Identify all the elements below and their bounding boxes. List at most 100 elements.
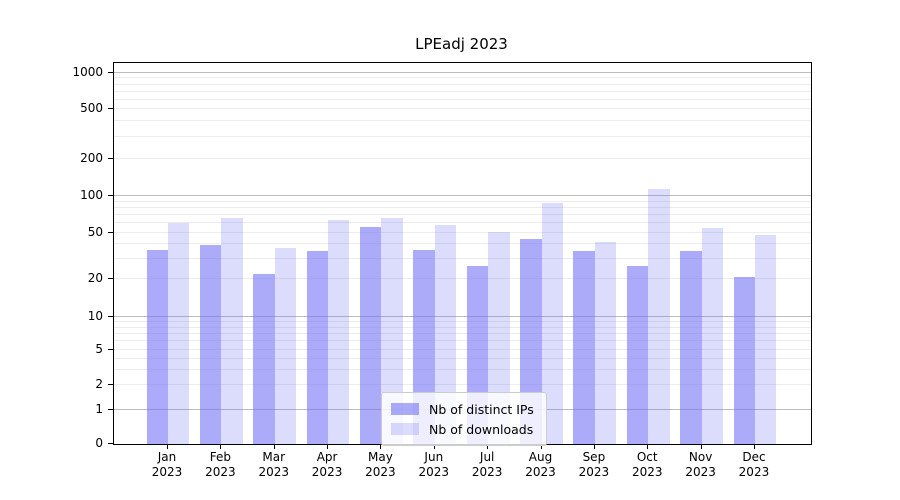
gridline-minor — [114, 340, 811, 342]
bar-downloads-oct — [648, 189, 670, 444]
gridline-minor — [114, 321, 811, 323]
gridline-minor — [114, 368, 811, 370]
x-tick-label: Mar 2023 — [258, 450, 289, 479]
y-tick-mark — [108, 277, 113, 279]
bar-distinct-ips-apr — [306, 250, 329, 444]
bar-downloads-jul — [488, 231, 510, 444]
y-tick-mark — [108, 315, 113, 317]
legend-label-downloads: Nb of downloads — [429, 421, 534, 437]
bar-distinct-ips-may — [360, 226, 382, 444]
bar-downloads-jun — [434, 225, 457, 444]
y-tick-label: 50 — [87, 225, 103, 239]
gridline-minor — [114, 357, 811, 359]
gridline-minor — [114, 83, 811, 85]
gridline-minor — [114, 77, 811, 79]
x-tick-mark — [220, 444, 222, 449]
bar-distinct-ips-mar — [253, 274, 275, 444]
x-tick-mark — [700, 444, 702, 449]
gridline-minor — [114, 349, 811, 350]
x-tick-label: May 2023 — [365, 450, 396, 479]
bar-distinct-ips-oct — [626, 265, 649, 444]
bar-distinct-ips-dec — [733, 276, 755, 444]
y-tick-mark — [108, 442, 113, 444]
bar-downloads-apr — [328, 219, 350, 444]
gridline-minor — [114, 90, 811, 92]
x-tick-label: Feb 2023 — [205, 450, 236, 479]
y-tick-label: 500 — [80, 101, 103, 115]
x-tick-label: Jan 2023 — [151, 450, 183, 479]
legend-item-downloads: Nb of downloads — [391, 419, 537, 439]
x-tick-label: Dec 2023 — [738, 450, 770, 479]
bar-downloads-aug — [541, 203, 563, 444]
gridline-minor — [114, 332, 811, 334]
y-tick-label: 200 — [80, 151, 103, 165]
x-tick-label: Aug 2023 — [525, 450, 556, 479]
gridline-minor — [114, 243, 811, 245]
x-tick-label: Jul 2023 — [471, 450, 503, 479]
bar-downloads-nov — [701, 227, 723, 444]
bar-downloads-feb — [221, 218, 243, 444]
gridline-minor — [114, 158, 811, 159]
legend-item-distinct-ips: Nb of distinct IPs — [391, 399, 537, 419]
x-tick-label: Nov 2023 — [685, 450, 716, 479]
legend-swatch-distinct-ips — [391, 403, 419, 415]
bar-downloads-mar — [274, 248, 297, 444]
x-tick-mark — [327, 444, 329, 449]
bar-downloads-dec — [754, 235, 777, 444]
bar-distinct-ips-sep — [573, 250, 595, 444]
x-tick-mark — [167, 444, 168, 449]
gridline-major — [114, 72, 811, 73]
y-tick-label: 2 — [95, 377, 103, 391]
bar-distinct-ips-feb — [199, 245, 222, 444]
gridline-minor — [114, 257, 811, 259]
x-tick-mark — [380, 444, 382, 449]
y-tick-mark — [108, 194, 113, 196]
gridline-minor — [114, 135, 811, 137]
y-tick-mark — [108, 157, 113, 159]
x-tick-mark — [647, 444, 649, 449]
y-tick-mark — [108, 71, 113, 73]
y-tick-mark — [108, 383, 113, 385]
gridline-minor — [114, 222, 811, 224]
y-tick-mark — [108, 408, 113, 410]
x-tick-mark — [540, 444, 542, 449]
x-tick-label: Jun 2023 — [418, 450, 450, 479]
x-tick-label: Sep 2023 — [578, 450, 610, 479]
legend-swatch-downloads — [391, 423, 419, 435]
gridline-minor — [114, 108, 811, 109]
gridline-minor — [114, 120, 811, 122]
x-tick-mark — [487, 444, 489, 449]
legend-label-distinct-ips: Nb of distinct IPs — [429, 401, 534, 417]
x-tick-mark — [753, 444, 755, 449]
x-tick-label: Oct 2023 — [631, 450, 663, 479]
bar-downloads-jan — [168, 223, 190, 444]
gridline-major — [114, 195, 811, 196]
bar-downloads-sep — [594, 241, 617, 444]
bar-distinct-ips-nov — [680, 250, 702, 444]
gridline-minor — [114, 232, 811, 233]
bar-distinct-ips-jan — [146, 249, 168, 444]
y-tick-mark — [108, 107, 113, 109]
y-tick-label: 20 — [87, 271, 103, 285]
gridline-minor — [114, 326, 811, 328]
bar-downloads-may — [381, 218, 403, 444]
x-tick-mark — [593, 444, 595, 449]
gridline-minor — [114, 200, 811, 202]
y-tick-mark — [108, 348, 113, 350]
plot-area: Nb of distinct IPs Nb of downloads — [113, 62, 812, 446]
gridline-minor — [114, 214, 811, 216]
legend: Nb of distinct IPs Nb of downloads — [381, 392, 547, 446]
y-tick-mark — [108, 231, 113, 233]
x-tick-mark — [273, 444, 275, 449]
y-tick-label: 10 — [87, 309, 103, 323]
gridline-minor — [114, 278, 811, 279]
x-tick-mark — [433, 444, 435, 449]
gridline-minor — [114, 384, 811, 385]
gridline-minor — [114, 206, 811, 208]
x-tick-label: Apr 2023 — [311, 450, 343, 479]
y-tick-label: 0 — [95, 436, 103, 450]
y-tick-label: 1000 — [72, 65, 103, 79]
y-tick-label: 1 — [95, 402, 103, 416]
y-tick-label: 100 — [80, 188, 103, 202]
